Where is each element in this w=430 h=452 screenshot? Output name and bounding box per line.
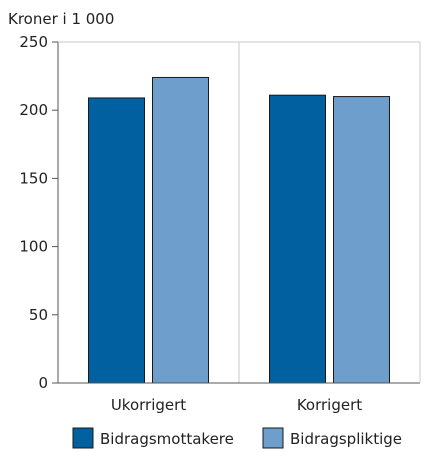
y-tick-label: 100: [19, 238, 48, 256]
legend-swatch: [262, 427, 284, 449]
x-axis-labels: Ukorrigert Korrigert: [111, 396, 362, 414]
legend-label: Bidragspliktige: [290, 430, 402, 448]
bars: [88, 76, 390, 384]
y-tick-label: 200: [19, 101, 48, 119]
category-label: Korrigert: [297, 396, 362, 414]
bar-0-1: [152, 76, 209, 384]
bar-1-0: [269, 94, 326, 384]
bar-1-1: [333, 96, 390, 384]
legend-label: Bidragsmottakere: [100, 430, 234, 448]
y-tick-label: 250: [19, 33, 48, 51]
bar-0-0: [88, 97, 145, 384]
y-tick-label: 150: [19, 169, 48, 187]
y-tick-label: 50: [29, 306, 48, 324]
y-axis-unit-label: Kroner i 1 000: [8, 10, 114, 28]
y-tick-label: 0: [38, 374, 48, 392]
plot-frame: [57, 41, 421, 384]
legend-swatch: [72, 427, 94, 449]
category-label: Ukorrigert: [111, 396, 186, 414]
y-axis-ticks: 0 50 100 150 200 250: [19, 33, 58, 392]
legend: Bidragsmottakere Bidragspliktige: [72, 427, 402, 449]
